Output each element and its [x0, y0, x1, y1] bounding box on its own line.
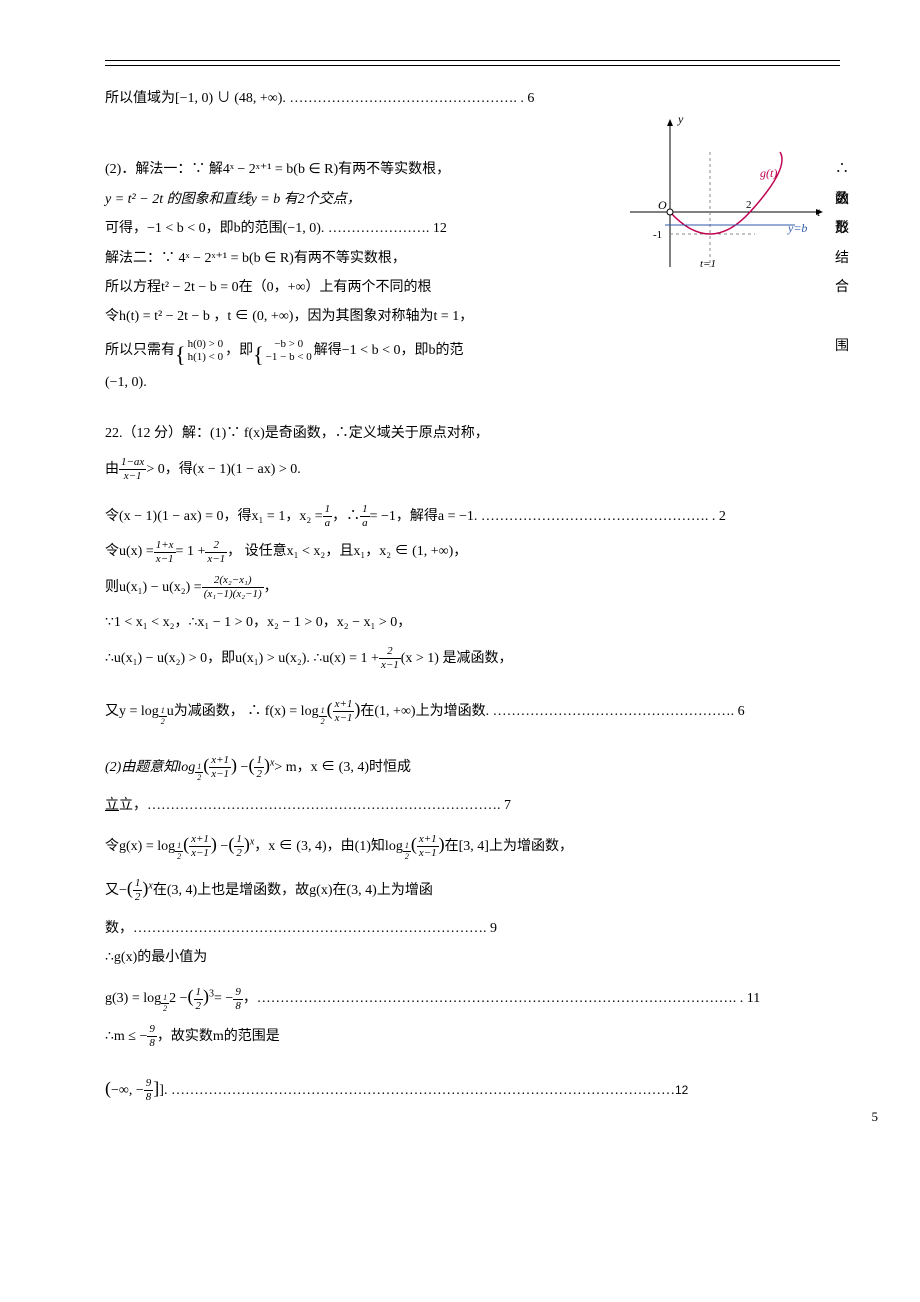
y-tick-neg1: -1 — [653, 229, 662, 241]
text: (x > 1) 是减函数， — [401, 651, 513, 666]
text: 解得−1 < b < 0，即b的范 — [314, 343, 464, 358]
text-line: 令h(t) = t² − 2t − b ，t ∈ (0, +∞)，因为其图象对称… — [105, 302, 840, 331]
page-number: 5 — [872, 1109, 879, 1125]
text: 又− — [105, 883, 127, 898]
text: 令u(x) = — [105, 544, 154, 559]
text: ]. ……………………………………………………………………………………………… — [159, 1083, 675, 1098]
text-line: 立立，…………………………………………………………………. 7 — [105, 791, 840, 820]
text-line: ∴m ≤ −98，故实数m的范围是 — [105, 1022, 840, 1051]
text-line: (−1, 0). — [105, 368, 840, 397]
gt-label: g(t) — [760, 166, 777, 180]
text: 所以只需有 — [105, 343, 175, 358]
text-line: 令u(x) =1+xx−1= 1 +2x−1， 设任意x₁ < x₂，且x₁，x… — [105, 537, 840, 566]
text: 2 − — [169, 991, 187, 1006]
text-line: ∴u(x₁) − u(x₂) > 0，即u(x₁) > u(x₂). ∴u(x)… — [105, 644, 840, 673]
text: ，∴ — [332, 509, 360, 524]
text: ， 设任意x₁ < x₂，且x₁，x₂ ∈ (1, +∞)， — [227, 544, 467, 559]
text: = −1，解得a = −1. …………………………………………. . 2 — [370, 509, 726, 524]
text: = 1 + — [176, 544, 206, 559]
text-line: g(3) = log122 −(12)3= −98，……………………………………… — [105, 978, 840, 1016]
text: − — [217, 839, 228, 854]
text: (2)由题意知log — [105, 760, 195, 775]
text-line: ∴g(x)的最小值为 — [105, 943, 840, 972]
text: 令(x − 1)(1 − ax) = 0，得x₁ = 1，x₂ = — [105, 509, 323, 524]
text: ， — [264, 580, 278, 595]
text: 在[3, 4]上为增函数， — [445, 839, 573, 854]
text-line: 由1−axx−1> 0，得(x − 1)(1 − ax) > 0. — [105, 455, 840, 484]
text: 在(3, 4)上也是增函数，故g(x)在(3, 4)上为增函 — [153, 883, 433, 898]
text-line: 令g(x) = log12(x+1x−1) −(12)x，x ∈ (3, 4)，… — [105, 826, 840, 864]
top-rule — [105, 60, 840, 66]
text: 令g(x) = log — [105, 839, 175, 854]
text-line: ∵1 < x₁ < x₂，∴x₁ − 1 > 0，x₂ − 1 > 0，x₂ −… — [105, 608, 840, 637]
text: > m，x ∈ (3, 4)时恒成 — [274, 760, 411, 775]
text: u为减函数， ∴ f(x) = log — [167, 704, 319, 719]
text: = − — [214, 991, 233, 1006]
text: 围 — [835, 332, 849, 361]
text: 在(1, +∞)上为增函数. ……………………………………………. 6 — [360, 704, 744, 719]
text: ∴u(x₁) − u(x₂) > 0，即u(x₁) > u(x₂). ∴u(x)… — [105, 651, 379, 666]
text-line: 又y = log12u为减函数， ∴ f(x) = log12(x+1x−1)在… — [105, 691, 840, 729]
text: > 0，得(x − 1)(1 − ax) > 0. — [146, 462, 300, 477]
t1-label: t=1 — [700, 258, 716, 270]
text: − — [237, 760, 248, 775]
text: ∴m ≤ − — [105, 1029, 147, 1044]
text-line: ((−∞, −−∞, −98]]. …………………………………………………………… — [105, 1070, 840, 1108]
text-line: 22.（12 分）解：(1)∵ f(x)是奇函数，∴定义域关于原点对称， — [105, 419, 840, 448]
text: ，即 — [225, 343, 253, 358]
text-line: 所以值域为[−1, 0) ∪ (48, +∞). ………………………………………… — [105, 84, 840, 113]
text: 12 — [675, 1083, 688, 1097]
text: ，x ∈ (3, 4)，由(1)知log — [254, 839, 403, 854]
text: ，…………………………………………………………………………………………. . 1… — [243, 991, 760, 1006]
text: (2)．解法一：∵ 解4ˣ − 2ˣ⁺¹ = b(b ∈ R)有两不等实数根， — [105, 162, 450, 177]
y-axis-label: y — [677, 112, 684, 126]
yb-label: y=b — [787, 221, 807, 235]
text: 又y = log — [105, 704, 159, 719]
x-tick-2: 2 — [746, 199, 752, 211]
text-line: 则u(x₁) − u(x₂) =2(x₂−x₁)(x₁−1)(x₂−1)， — [105, 573, 840, 602]
text: 由 — [105, 462, 119, 477]
text-line: 又−(12)x在(3, 4)上也是增函数，故g(x)在(3, 4)上为增函 — [105, 870, 840, 908]
text-line: (2)由题意知log12(x+1x−1) −(12)x> m，x ∈ (3, 4… — [105, 747, 840, 785]
graph-figure: y t O 2 -1 t=1 g(t) y=b — [620, 112, 830, 282]
origin-label: O — [658, 198, 667, 212]
text-line: 数，…………………………………………………………………. 9 — [105, 914, 840, 943]
text: y = t² − 2t 的图象和直线y = b 有2个交点， — [105, 192, 361, 207]
text: g(3) = log — [105, 991, 161, 1006]
text: ，故实数m的范围是 — [157, 1029, 280, 1044]
text-line: 令(x − 1)(1 − ax) = 0，得x₁ = 1，x₂ =1a，∴1a=… — [105, 502, 840, 531]
text: 则u(x₁) − u(x₂) = — [105, 580, 202, 595]
